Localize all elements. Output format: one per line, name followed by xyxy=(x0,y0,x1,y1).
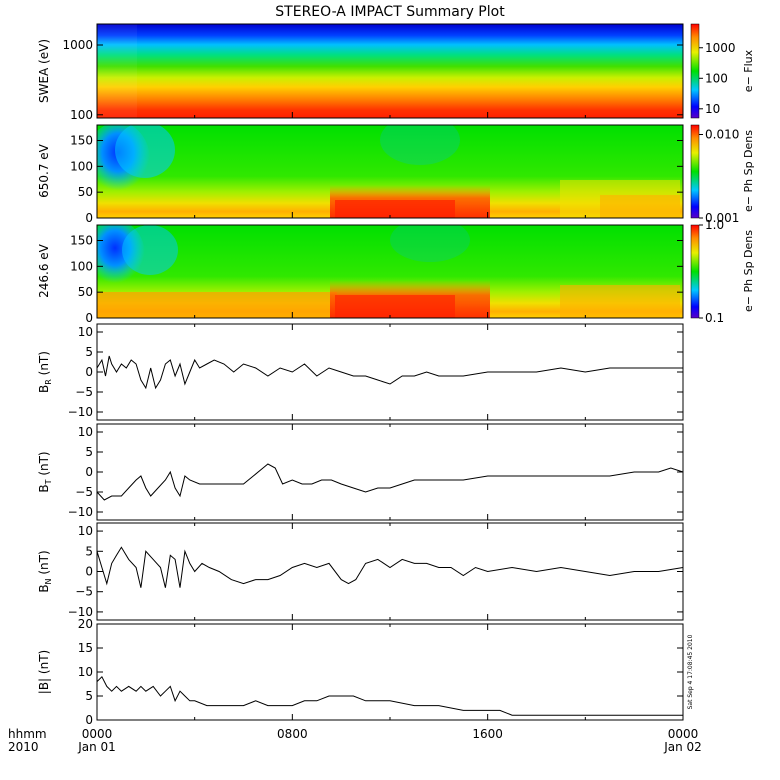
colorbar-tick-label: 0.001 xyxy=(705,211,739,225)
bn-series-line xyxy=(96,546,684,588)
y-tick-label: 150 xyxy=(70,134,93,148)
generation-timestamp: Sat Sep 4 17:08:45 2010 xyxy=(687,634,694,709)
y-tick-label: 0 xyxy=(85,365,93,379)
pad-650-colorbar-label: e− Ph Sp Dens xyxy=(742,130,755,212)
pad-246-colorbar xyxy=(690,224,700,319)
y-tick-label: 5 xyxy=(85,544,93,558)
pad-246-panel: 246.6 eV 150 100 50 0 1.0 0.1 e− Ph Sp Dens xyxy=(37,218,755,325)
x-tick-label: 0000 xyxy=(668,727,699,741)
colorbar-tick-label: 100 xyxy=(705,71,728,85)
pad-650-ylabel: 650.7 eV xyxy=(37,143,51,198)
br-plot-frame xyxy=(96,323,684,421)
bn-plot-frame xyxy=(96,522,684,621)
bmag-plot-frame xyxy=(96,623,684,721)
swea-colorbar-label: e− Flux xyxy=(742,49,755,92)
y-tick-label: 10 xyxy=(78,325,93,339)
colorbar-tick-label: 0.010 xyxy=(705,128,739,142)
y-tick-label: −10 xyxy=(68,405,93,419)
date-label-start: Jan 01 xyxy=(77,740,116,754)
y-tick-label: 1000 xyxy=(62,38,93,52)
bt-series-line xyxy=(96,463,684,501)
magnetic-field-panels: BR (nT) 10 5 0 −5 −10 BT (nT) 10 5 0 −5 −10 BN (nT) 1… xyxy=(37,323,684,727)
x-tick-label: 0000 xyxy=(82,727,113,741)
y-tick-label: 50 xyxy=(78,285,93,299)
y-tick-label: 10 xyxy=(78,524,93,538)
br-ylabel: BR (nT) xyxy=(37,351,53,393)
y-tick-label: 5 xyxy=(85,445,93,459)
bmag-panel: |B| (nT) 20 15 10 5 0 xyxy=(37,617,684,727)
pad-650-panel: 650.7 eV 150 100 50 0 0.010 0.001 e− Ph Sp D… xyxy=(37,124,755,225)
bn-panel: BN (nT) 10 5 0 −5 −10 xyxy=(37,522,684,621)
y-tick-label: 15 xyxy=(78,641,93,655)
plot-title: STEREO-A IMPACT Summary Plot xyxy=(275,4,505,20)
swea-colorbar-ticks: 1000 100 10 xyxy=(699,41,736,116)
y-tick-label: −5 xyxy=(75,385,93,399)
colorbar-tick-label: 1000 xyxy=(705,41,736,55)
y-tick-label: 20 xyxy=(78,617,93,631)
hhmm-label: hhmm xyxy=(8,727,47,741)
pad-650-y-ticks: 150 100 50 0 xyxy=(70,134,684,225)
bt-plot-frame xyxy=(96,423,684,521)
swea-ylabel: SWEA (eV) xyxy=(37,39,51,103)
y-tick-label: 100 xyxy=(70,159,93,173)
bmag-series-line xyxy=(96,675,683,716)
y-tick-label: 10 xyxy=(78,425,93,439)
y-tick-label: 0 xyxy=(85,565,93,579)
time-axis-footer: hhmm 2010 0000 0800 1600 0000 Jan 01 Jan 02… xyxy=(8,634,702,754)
y-tick-label: 5 xyxy=(85,689,93,703)
pad-246-colorbar-ticks: 1.0 0.1 xyxy=(699,218,724,325)
date-label-end: Jan 02 xyxy=(663,740,702,754)
pad-650-colorbar xyxy=(690,124,700,219)
colorbar-tick-label: 10 xyxy=(705,102,720,116)
y-tick-label: 150 xyxy=(70,234,93,248)
x-tick-label: 1600 xyxy=(472,727,503,741)
colorbar-tick-label: 0.1 xyxy=(705,311,724,325)
pad-246-ylabel: 246.6 eV xyxy=(37,243,51,298)
bt-ylabel: BT (nT) xyxy=(37,451,53,492)
year-label: 2010 xyxy=(8,740,39,754)
y-tick-label: 10 xyxy=(78,665,93,679)
bn-ylabel: BN (nT) xyxy=(37,550,53,592)
br-series-line xyxy=(96,355,683,390)
y-tick-label: 0 xyxy=(85,311,93,325)
colorbar-tick-label: 1.0 xyxy=(705,218,724,232)
pad-650-colorbar-ticks: 0.010 0.001 xyxy=(699,128,739,225)
swea-y-ticks: 1000 100 xyxy=(62,38,684,122)
y-tick-label: 0 xyxy=(85,211,93,225)
pad-246-colorbar-label: e− Ph Sp Dens xyxy=(742,230,755,312)
y-tick-label: −5 xyxy=(75,585,93,599)
y-tick-label: −10 xyxy=(68,505,93,519)
bt-panel: BT (nT) 10 5 0 −5 −10 xyxy=(37,423,684,521)
y-tick-label: 0 xyxy=(85,465,93,479)
y-tick-label: −10 xyxy=(68,605,93,619)
bmag-ylabel: |B| (nT) xyxy=(37,650,51,694)
br-panel: BR (nT) 10 5 0 −5 −10 xyxy=(37,323,684,421)
y-tick-label: 0 xyxy=(85,713,93,727)
x-tick-label: 0800 xyxy=(277,727,308,741)
pad-246-y-ticks: 150 100 50 0 xyxy=(70,234,684,325)
y-tick-label: 100 xyxy=(70,108,93,122)
swea-spectrogram-panel: SWEA (eV) 1000 100 1000 100 10 e− Flux xyxy=(37,23,755,122)
x-tick-labels: 0000 0800 1600 0000 xyxy=(82,727,699,741)
y-tick-label: 100 xyxy=(70,259,93,273)
y-tick-label: −5 xyxy=(75,485,93,499)
swea-spectrogram-image xyxy=(97,24,683,118)
y-tick-label: 50 xyxy=(78,185,93,199)
y-tick-label: 5 xyxy=(85,345,93,359)
swea-colorbar xyxy=(690,23,700,119)
